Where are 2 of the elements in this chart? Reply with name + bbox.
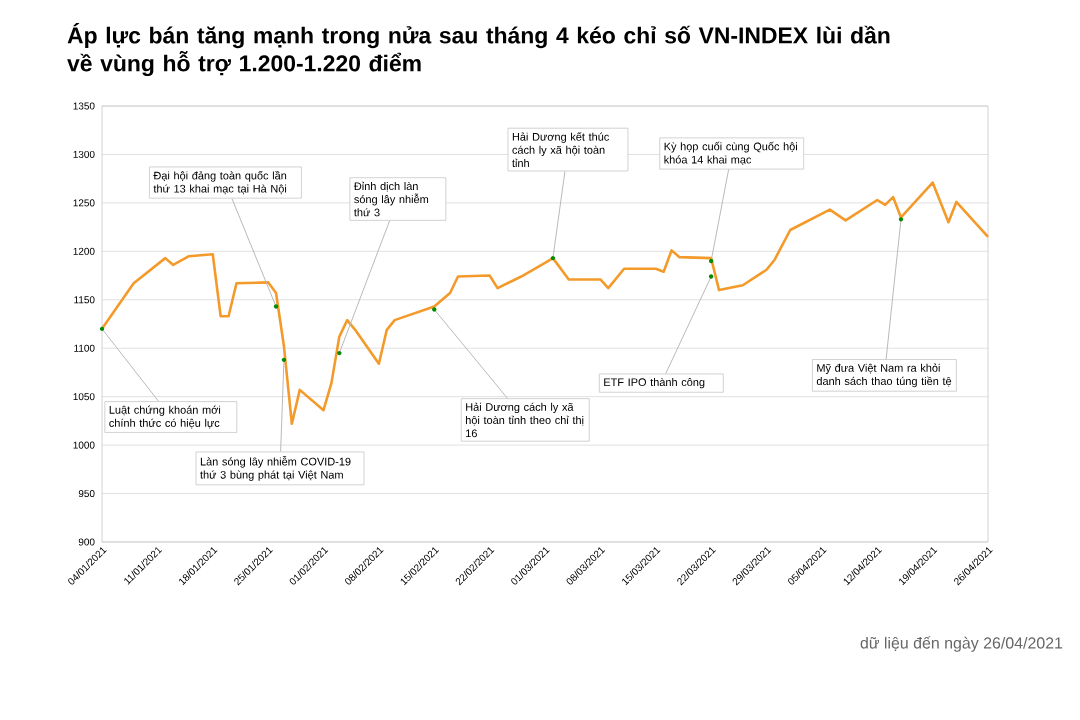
- line-series: [99, 181, 990, 426]
- chart-title: Áp lực bán tăng mạnh trong nửa sau tháng 4 kéo chỉ số VN-INDEX lùi dần về vùng hỗ trợ 1.200-1.220 điểm: [67, 23, 890, 77]
